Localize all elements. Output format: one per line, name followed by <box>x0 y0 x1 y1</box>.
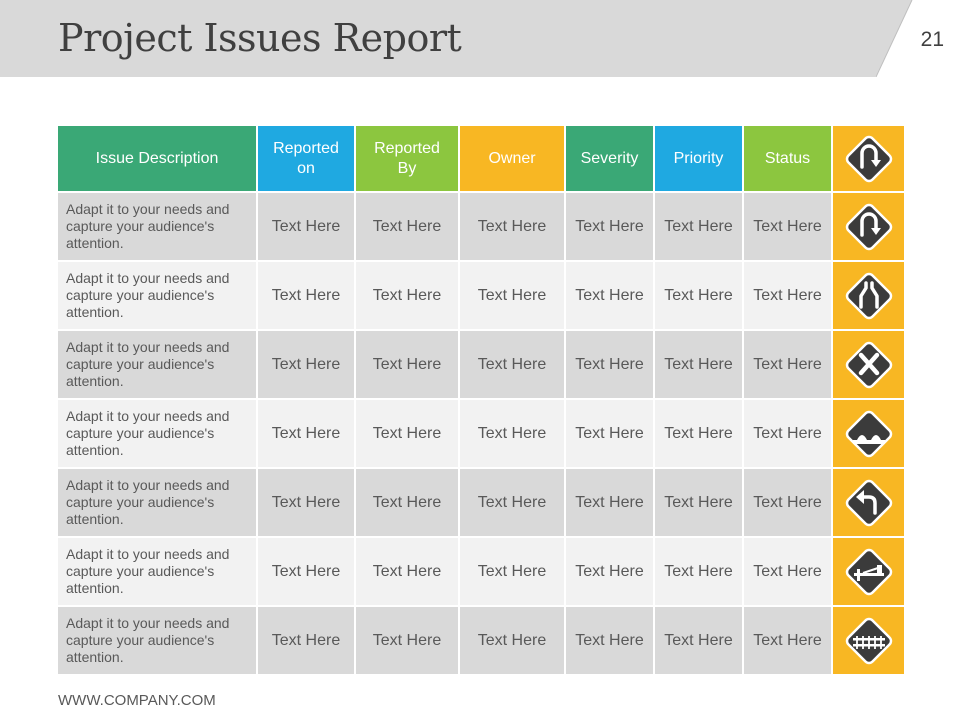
table-cell: Text Here <box>458 467 566 538</box>
table-cell: Text Here <box>458 536 566 607</box>
issue-description: Adapt it to your needs and capture your … <box>56 191 258 262</box>
issues-table: Issue Description Reported on Reported By O… <box>56 124 906 676</box>
page-number: 21 <box>920 28 944 51</box>
table-cell: Text Here <box>458 398 566 469</box>
table-cell: Text Here <box>354 467 460 538</box>
table-cell: Text Here <box>653 329 744 400</box>
table-cell: Text Here <box>742 398 833 469</box>
left-turn-sign-icon <box>845 479 892 526</box>
table-cell: Text Here <box>742 191 833 262</box>
row-icon-cell <box>831 536 906 607</box>
table-row: Adapt it to your needs and capture your … <box>56 260 906 331</box>
table-cell: Text Here <box>742 467 833 538</box>
table-cell: Text Here <box>564 398 655 469</box>
table-cell: Text Here <box>458 191 566 262</box>
row-icon-cell <box>831 260 906 331</box>
table-cell: Text Here <box>564 605 655 676</box>
table-cell: Text Here <box>256 260 356 331</box>
table-cell: Text Here <box>256 605 356 676</box>
header-icon-cell <box>831 124 906 193</box>
table-cell: Text Here <box>653 191 744 262</box>
table-cell: Text Here <box>742 536 833 607</box>
table-cell: Text Here <box>564 191 655 262</box>
cross-sign-icon <box>845 341 892 388</box>
header-slash <box>876 0 960 77</box>
table-header-row: Issue Description Reported on Reported By O… <box>56 124 906 193</box>
table-cell: Text Here <box>256 191 356 262</box>
issue-description: Adapt it to your needs and capture your … <box>56 260 258 331</box>
table-row: Adapt it to your needs and capture your … <box>56 536 906 607</box>
table-cell: Text Here <box>256 398 356 469</box>
issue-description: Adapt it to your needs and capture your … <box>56 467 258 538</box>
table-cell: Text Here <box>458 329 566 400</box>
table-row: Adapt it to your needs and capture your … <box>56 467 906 538</box>
table-cell: Text Here <box>354 191 460 262</box>
table-cell: Text Here <box>742 260 833 331</box>
road-narrows-sign-icon <box>845 272 892 319</box>
table-row: Adapt it to your needs and capture your … <box>56 398 906 469</box>
table-row: Adapt it to your needs and capture your … <box>56 605 906 676</box>
table-cell: Text Here <box>564 260 655 331</box>
issue-description: Adapt it to your needs and capture your … <box>56 605 258 676</box>
table-cell: Text Here <box>653 536 744 607</box>
table-cell: Text Here <box>564 329 655 400</box>
footer-url: WWW.COMPANY.COM <box>58 692 216 709</box>
table-cell: Text Here <box>564 467 655 538</box>
table-cell: Text Here <box>354 260 460 331</box>
column-header: Issue Description <box>56 124 258 193</box>
table-cell: Text Here <box>256 329 356 400</box>
u-turn-sign-icon <box>845 135 892 182</box>
table-cell: Text Here <box>458 260 566 331</box>
column-header: Priority <box>653 124 744 193</box>
bumpy-road-sign-icon <box>845 410 892 457</box>
table-cell: Text Here <box>256 467 356 538</box>
table-cell: Text Here <box>564 536 655 607</box>
table-cell: Text Here <box>458 605 566 676</box>
table-cell: Text Here <box>653 260 744 331</box>
column-header: Severity <box>564 124 655 193</box>
table-row: Adapt it to your needs and capture your … <box>56 329 906 400</box>
table-row: Adapt it to your needs and capture your … <box>56 191 906 262</box>
row-icon-cell <box>831 398 906 469</box>
column-header: Reported By <box>354 124 460 193</box>
table-cell: Text Here <box>256 536 356 607</box>
page-title: Project Issues Report <box>58 16 462 60</box>
issue-description: Adapt it to your needs and capture your … <box>56 398 258 469</box>
railroad-gate-sign-icon <box>845 548 892 595</box>
table-cell: Text Here <box>653 467 744 538</box>
table-cell: Text Here <box>742 329 833 400</box>
u-turn-sign-icon <box>845 203 892 250</box>
issue-description: Adapt it to your needs and capture your … <box>56 536 258 607</box>
column-header: Owner <box>458 124 566 193</box>
column-header: Status <box>742 124 833 193</box>
row-icon-cell <box>831 191 906 262</box>
row-icon-cell <box>831 605 906 676</box>
issue-description: Adapt it to your needs and capture your … <box>56 329 258 400</box>
table-cell: Text Here <box>653 605 744 676</box>
column-header: Reported on <box>256 124 356 193</box>
table-cell: Text Here <box>354 605 460 676</box>
table-cell: Text Here <box>354 329 460 400</box>
row-icon-cell <box>831 329 906 400</box>
row-icon-cell <box>831 467 906 538</box>
table-cell: Text Here <box>354 536 460 607</box>
table-cell: Text Here <box>354 398 460 469</box>
table-cell: Text Here <box>742 605 833 676</box>
table-cell: Text Here <box>653 398 744 469</box>
railroad-crossing-sign-icon <box>845 617 892 664</box>
